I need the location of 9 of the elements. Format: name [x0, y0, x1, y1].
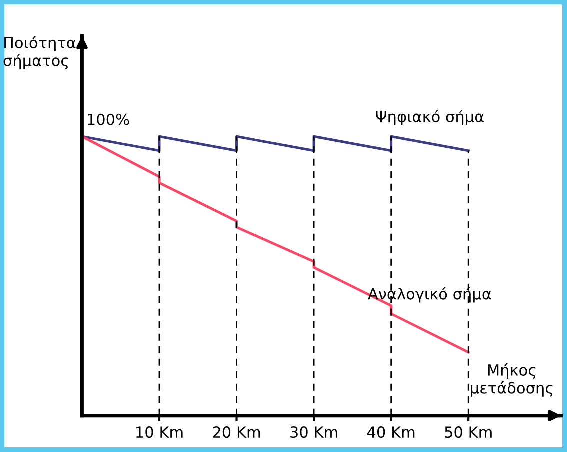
x-axis-title: Μήκος μετάδοσης	[471, 364, 553, 397]
series-label: Ψηφιακό σήμα	[376, 110, 484, 126]
x-tick-label: 30 Km	[290, 426, 338, 438]
x-tick-label: 50 Km	[445, 426, 492, 438]
x-tick-label: 10 Km	[136, 426, 183, 438]
series-label: Αναλογικό σήμα	[368, 287, 492, 303]
annotation: 100%	[88, 114, 130, 126]
x-tick-label: 20 Km	[213, 426, 260, 438]
x-tick-label: 40 Km	[367, 426, 415, 438]
